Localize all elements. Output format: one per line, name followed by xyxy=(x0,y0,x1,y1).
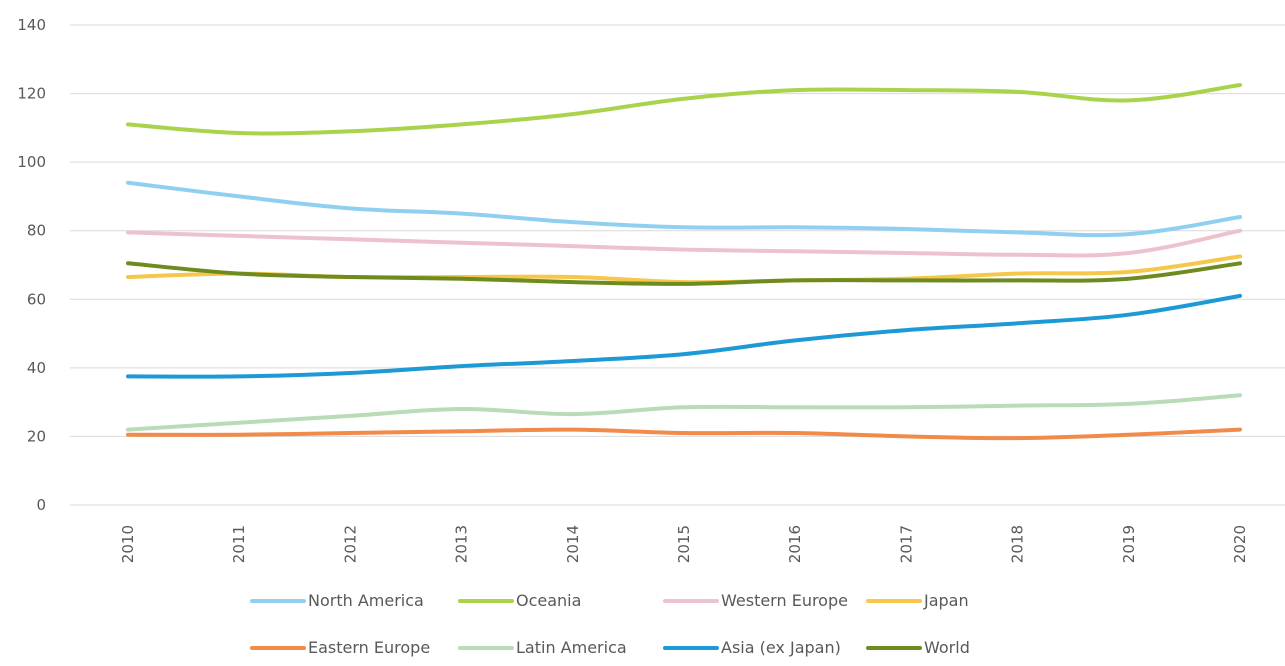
legend-item-oceania: Oceania xyxy=(458,591,581,610)
series-line-japan xyxy=(126,254,1242,285)
x-tick-label: 2013 xyxy=(453,525,471,563)
legend-item-japan: Japan xyxy=(866,591,969,610)
legend-label: Japan xyxy=(923,591,969,610)
x-tick-label: 2012 xyxy=(341,525,359,563)
y-tick-label: 120 xyxy=(17,85,46,103)
legend-label: North America xyxy=(308,591,424,610)
series-lines xyxy=(126,83,1242,441)
legend: North America Oceania Western Europe Japan E… xyxy=(250,591,970,657)
series-line-north-america xyxy=(126,180,1242,238)
legend-label: World xyxy=(924,638,970,657)
legend-label: Western Europe xyxy=(721,591,848,610)
series-line-world xyxy=(126,261,1242,286)
x-tick-label: 2020 xyxy=(1231,525,1249,563)
x-tick-label: 2018 xyxy=(1009,525,1027,563)
legend-item-latin-america: Latin America xyxy=(458,638,627,657)
legend-item-world: World xyxy=(866,638,970,657)
y-tick-label: 0 xyxy=(36,496,46,514)
legend-item-north-america: North America xyxy=(250,591,424,610)
series-line-eastern-europe xyxy=(126,427,1242,441)
y-tick-label: 40 xyxy=(27,359,46,377)
gridlines xyxy=(70,24,1285,506)
y-tick-label: 100 xyxy=(17,153,46,171)
series-line-asia-ex-japan xyxy=(126,293,1242,379)
legend-item-asia-ex-japan: Asia (ex Japan) xyxy=(663,638,841,657)
x-tick-label: 2016 xyxy=(786,525,804,563)
legend-label: Asia (ex Japan) xyxy=(721,638,841,657)
x-tick-label: 2019 xyxy=(1120,525,1138,563)
legend-label: Eastern Europe xyxy=(308,638,430,657)
y-axis-ticks: 0 20 40 60 80 100 120 140 xyxy=(17,16,46,514)
y-tick-label: 80 xyxy=(27,222,46,240)
legend-label: Oceania xyxy=(516,591,581,610)
x-tick-label: 2010 xyxy=(119,525,137,563)
series-line-latin-america xyxy=(126,393,1242,432)
x-tick-label: 2014 xyxy=(564,525,582,563)
y-tick-label: 140 xyxy=(17,16,46,34)
y-tick-label: 20 xyxy=(27,427,46,445)
y-tick-label: 60 xyxy=(27,290,46,308)
legend-item-western-europe: Western Europe xyxy=(663,591,848,610)
x-axis-ticks: 2010 2011 2012 2013 2014 2015 2016 2017 2018 2019… xyxy=(119,525,1249,563)
x-tick-label: 2011 xyxy=(230,525,248,563)
series-line-oceania xyxy=(126,83,1242,136)
x-tick-label: 2017 xyxy=(897,525,915,563)
legend-label: Latin America xyxy=(516,638,627,657)
legend-item-eastern-europe: Eastern Europe xyxy=(250,638,430,657)
series-line-western-europe xyxy=(126,228,1242,258)
x-tick-label: 2015 xyxy=(675,525,693,563)
